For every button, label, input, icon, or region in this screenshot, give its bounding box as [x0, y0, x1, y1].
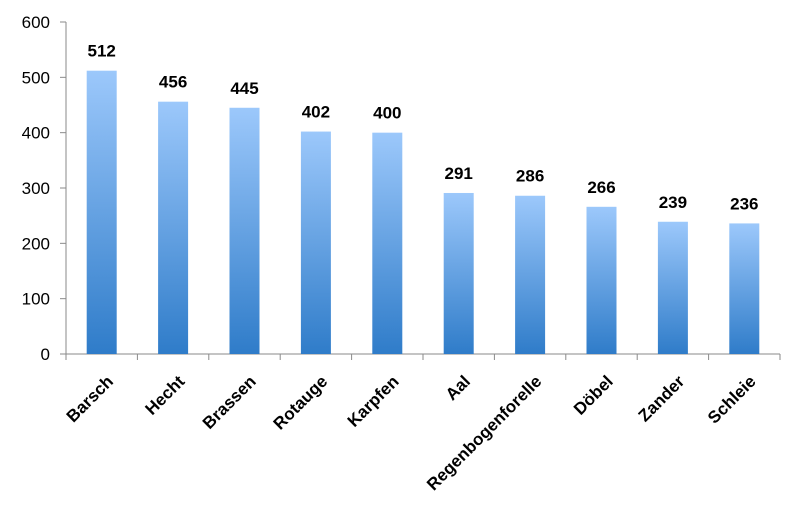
category-label: Brassen	[199, 372, 260, 433]
x-axis	[65, 353, 781, 360]
y-axis: 0 100 200 300 400 500 600	[22, 13, 67, 364]
bar-schleie	[729, 223, 760, 354]
category-labels: Barsch Hecht Brassen Rotauge Karpfen AalRegen…	[63, 372, 760, 495]
bar-karpfen	[372, 132, 403, 354]
bar-brassen	[229, 107, 260, 355]
data-labels: 512 456 445 402 400 291 286 266 239 236	[88, 42, 759, 214]
data-label: 266	[587, 178, 615, 197]
y-tick-label: 600	[22, 13, 50, 32]
data-label: 402	[302, 103, 330, 122]
category-label: Rotauge	[270, 372, 332, 434]
data-label: 286	[516, 167, 544, 186]
data-label: 445	[230, 79, 258, 98]
data-label: 291	[445, 164, 473, 183]
y-tick-label: 400	[22, 124, 50, 143]
bar-aal	[443, 192, 474, 354]
y-tick-label: 500	[22, 68, 50, 87]
category-label: Aal	[442, 372, 474, 404]
y-tick-label: 200	[22, 234, 50, 253]
y-tick-label: 300	[22, 179, 50, 198]
y-tick-label: 0	[41, 345, 50, 364]
bars	[86, 70, 760, 355]
category-label: Döbel	[570, 372, 617, 419]
bar-döbel	[586, 206, 617, 354]
bar-hecht	[158, 101, 189, 355]
data-label: 239	[659, 193, 687, 212]
category-label: Schleie	[704, 372, 760, 428]
bar-barsch	[86, 70, 117, 355]
category-label: Zander	[635, 372, 689, 426]
data-label: 456	[159, 73, 187, 92]
bar-rotauge	[300, 131, 331, 354]
y-tick-label: 100	[22, 290, 50, 309]
bar-zander	[657, 221, 688, 354]
bar-regenbogenforelle	[515, 195, 546, 354]
category-label: Hecht	[142, 372, 189, 419]
category-label: Karpfen	[344, 372, 403, 431]
data-label: 400	[373, 104, 401, 123]
category-label: Barsch	[63, 372, 117, 426]
data-label: 236	[730, 194, 758, 213]
data-label: 512	[88, 42, 116, 61]
